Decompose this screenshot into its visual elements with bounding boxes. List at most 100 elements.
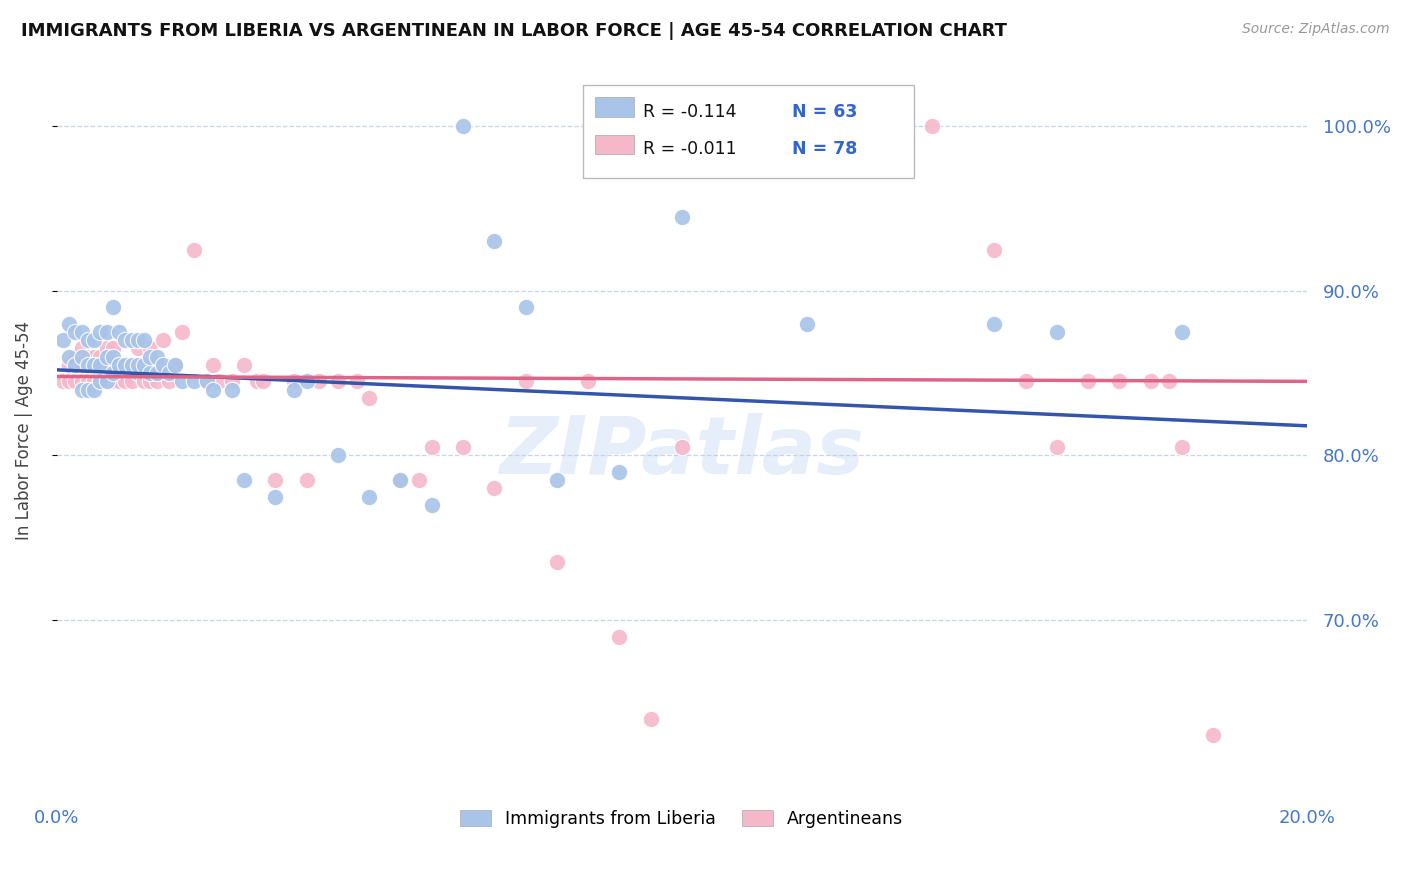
Point <box>134 358 156 372</box>
Point <box>408 473 430 487</box>
Point <box>127 333 149 347</box>
Point <box>108 358 131 372</box>
Point <box>89 375 111 389</box>
Point <box>183 375 205 389</box>
Text: R = -0.011: R = -0.011 <box>643 140 737 158</box>
Point <box>145 375 167 389</box>
Point <box>221 383 243 397</box>
Point <box>76 383 98 397</box>
Point <box>796 317 818 331</box>
Point <box>326 375 349 389</box>
Point <box>89 325 111 339</box>
Point <box>52 375 75 389</box>
Point <box>65 358 87 372</box>
Point <box>114 358 136 372</box>
Point <box>76 375 98 389</box>
Point <box>208 375 231 389</box>
Point <box>546 556 568 570</box>
Point <box>484 235 506 249</box>
Point <box>96 375 118 389</box>
Point <box>145 366 167 380</box>
Point <box>359 490 381 504</box>
Point <box>420 440 443 454</box>
Point <box>114 375 136 389</box>
Point <box>221 375 243 389</box>
Point <box>420 498 443 512</box>
Point <box>157 375 180 389</box>
Point <box>96 350 118 364</box>
Point <box>1108 375 1130 389</box>
Point <box>114 358 136 372</box>
Point <box>83 358 105 372</box>
Point <box>233 473 256 487</box>
Point <box>139 350 162 364</box>
Point <box>127 366 149 380</box>
Point <box>58 350 80 364</box>
Point <box>389 473 412 487</box>
Point <box>89 358 111 372</box>
Point <box>121 375 143 389</box>
Point <box>108 325 131 339</box>
Point <box>389 473 412 487</box>
Point <box>165 358 187 372</box>
Point <box>96 358 118 372</box>
Point <box>108 358 131 372</box>
Text: R = -0.114: R = -0.114 <box>643 103 737 120</box>
Point <box>65 375 87 389</box>
Point <box>546 473 568 487</box>
Point <box>607 465 630 479</box>
Point <box>295 375 318 389</box>
Point <box>1077 375 1099 389</box>
Point <box>1046 325 1069 339</box>
Point <box>145 350 167 364</box>
Point <box>127 358 149 372</box>
Point <box>101 375 124 389</box>
Point <box>65 350 87 364</box>
Point <box>195 375 218 389</box>
Point <box>1171 440 1194 454</box>
Point <box>1159 375 1181 389</box>
Point <box>201 383 224 397</box>
Point <box>65 358 87 372</box>
Point <box>58 375 80 389</box>
Point <box>70 358 93 372</box>
Text: IMMIGRANTS FROM LIBERIA VS ARGENTINEAN IN LABOR FORCE | AGE 45-54 CORRELATION CH: IMMIGRANTS FROM LIBERIA VS ARGENTINEAN I… <box>21 22 1007 40</box>
Point <box>89 375 111 389</box>
Point <box>983 243 1005 257</box>
Point <box>451 440 474 454</box>
Point <box>733 119 755 133</box>
Point <box>283 383 305 397</box>
Point <box>1046 440 1069 454</box>
Point <box>89 350 111 364</box>
Point <box>252 375 274 389</box>
Point <box>983 317 1005 331</box>
Point <box>264 490 287 504</box>
Point <box>58 317 80 331</box>
Point <box>121 358 143 372</box>
Point <box>671 210 693 224</box>
Point <box>101 366 124 380</box>
Point <box>65 325 87 339</box>
Point <box>58 358 80 372</box>
Point <box>121 333 143 347</box>
Point <box>145 358 167 372</box>
Point <box>152 358 174 372</box>
Point <box>83 333 105 347</box>
Point <box>76 350 98 364</box>
Point <box>83 350 105 364</box>
Point <box>70 325 93 339</box>
Point <box>1015 375 1038 389</box>
Point <box>152 333 174 347</box>
Point <box>52 333 75 347</box>
Point <box>264 473 287 487</box>
Point <box>515 300 537 314</box>
Point <box>1139 375 1161 389</box>
Text: Source: ZipAtlas.com: Source: ZipAtlas.com <box>1241 22 1389 37</box>
Point <box>139 366 162 380</box>
Point <box>96 342 118 356</box>
Legend: Immigrants from Liberia, Argentineans: Immigrants from Liberia, Argentineans <box>453 803 911 835</box>
Point <box>134 333 156 347</box>
Point <box>108 375 131 389</box>
Point <box>326 449 349 463</box>
Point <box>170 375 193 389</box>
